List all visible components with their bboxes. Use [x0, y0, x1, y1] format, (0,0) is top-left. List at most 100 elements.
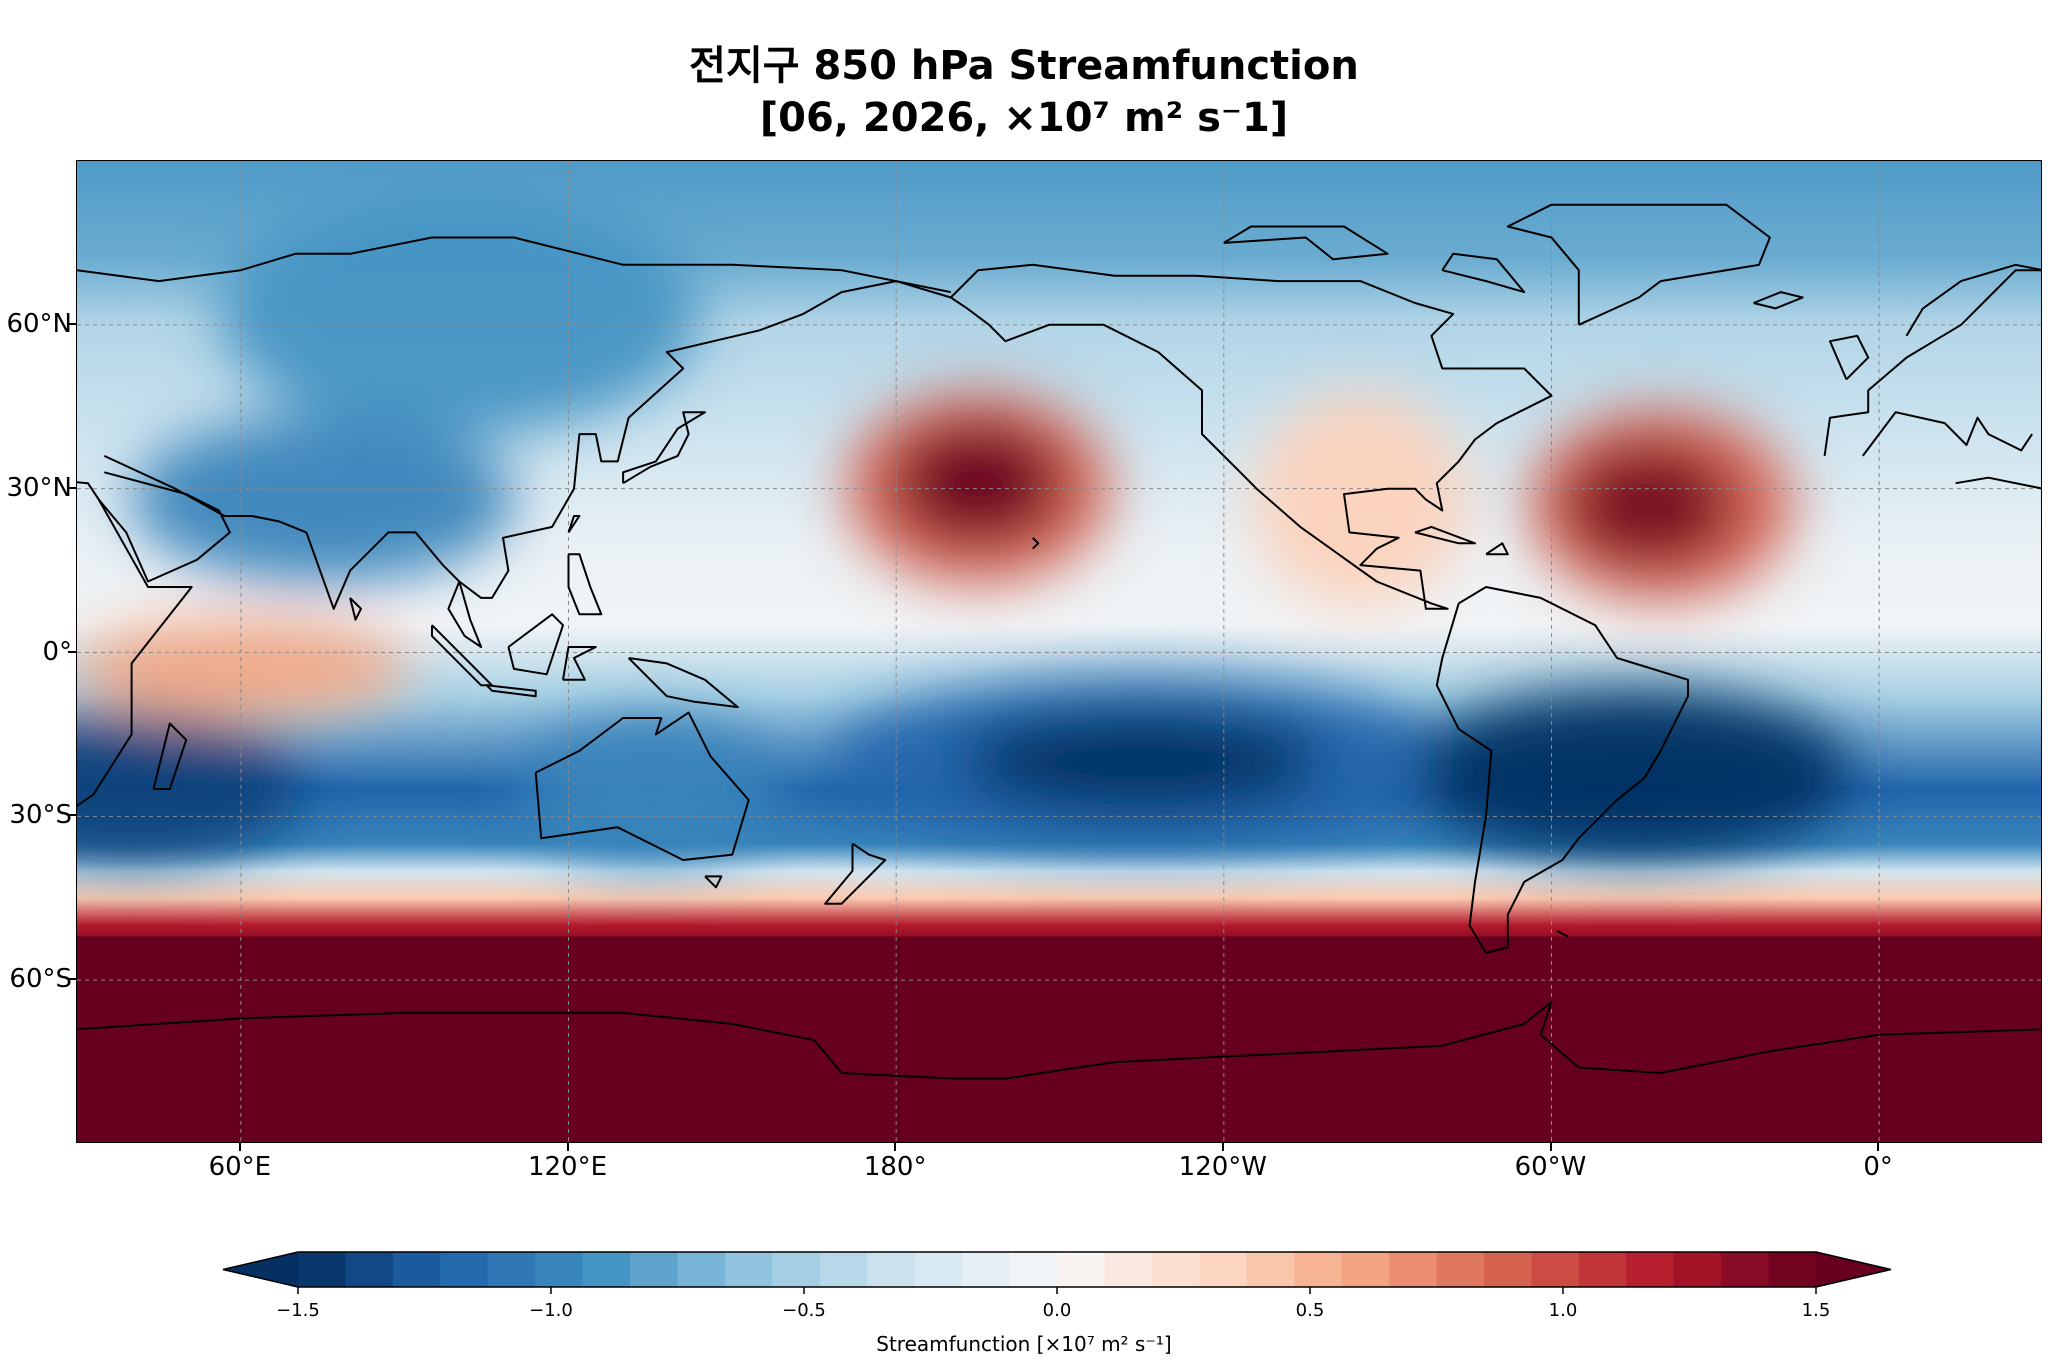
- colorbar-segment: [392, 1252, 441, 1287]
- coastline-hawaii: [1031, 537, 1040, 550]
- indian-ocean-high: [77, 620, 409, 717]
- lon-tick-label: 0°: [1863, 1152, 1893, 1182]
- south-pacific-low-core: [961, 713, 1323, 810]
- colorbar-segment: [1009, 1252, 1058, 1287]
- lon-tick-mark: [894, 1143, 897, 1151]
- title-line-1: 전지구 850 hPa Streamfunction: [689, 43, 1359, 89]
- lon-tick-label: 180°: [863, 1152, 927, 1182]
- colorbar-segment: [1104, 1252, 1153, 1287]
- lat-tick-label: 30°S: [9, 800, 72, 831]
- colorbar-segment: [724, 1252, 773, 1287]
- lon-tick-label: 120°E: [527, 1152, 608, 1182]
- coastline-japan: [622, 411, 706, 485]
- lon-tick-mark: [1549, 1143, 1552, 1151]
- north-pacific-high-core: [893, 423, 1063, 544]
- colorbar-segment: [1531, 1252, 1580, 1287]
- coastline-falklands: [1556, 930, 1569, 938]
- colorbar-segment: [582, 1252, 631, 1287]
- south-atlantic-low: [1417, 688, 1850, 857]
- coastline-europe-south: [1862, 411, 2033, 457]
- lat-tick-label: 60°S: [9, 964, 72, 995]
- colorbar-extend-low: [223, 1252, 298, 1287]
- coastline-iceland: [1753, 291, 1804, 310]
- antarctic-band: [77, 936, 2041, 1142]
- lon-tick-label: 60°W: [1514, 1152, 1587, 1182]
- coastline-java: [485, 684, 537, 698]
- colorbar-segment: [345, 1252, 394, 1287]
- coastline-tasmania: [704, 875, 723, 889]
- colorbar-segment: [630, 1252, 679, 1287]
- coastline-british-isles: [1829, 334, 1870, 381]
- colorbar-tick-label: 1.5: [1801, 1300, 1831, 1321]
- coastline-madagascar: [152, 722, 188, 790]
- coastline-west-africa-wrap: [1955, 476, 2041, 490]
- south-indian-low: [77, 716, 300, 862]
- colorbar-label: Streamfunction [×10⁷ m² s⁻¹]: [876, 1332, 1172, 1356]
- colorbar-segment: [1768, 1252, 1817, 1287]
- colorbar-segment: [1294, 1252, 1343, 1287]
- lon-tick-label: 60°E: [208, 1152, 272, 1182]
- lat-tick-label: 30°N: [6, 472, 72, 503]
- colorbar-segment: [487, 1252, 536, 1287]
- coastline-cuba: [1414, 525, 1476, 545]
- coastline-sumatra: [431, 624, 493, 687]
- colorbar-segment: [1057, 1252, 1106, 1287]
- colorbar-segment: [914, 1252, 963, 1287]
- colorbar-tick-label: 0.0: [1042, 1300, 1072, 1321]
- lat-tick-label: 60°N: [6, 308, 72, 339]
- coastline-greenland: [1506, 203, 1771, 326]
- title-line-2: [06, 2026, ×10⁷ m² s⁻1]: [759, 95, 1289, 141]
- colorbar-segment: [1199, 1252, 1248, 1287]
- coastline-australia: [534, 711, 750, 861]
- colorbar-segment: [677, 1252, 726, 1287]
- colorbar-segment: [1341, 1252, 1390, 1287]
- colorbar-segment: [962, 1252, 1011, 1287]
- coastline-philippines: [567, 553, 603, 616]
- colorbar-segment: [1151, 1252, 1200, 1287]
- coastline-sulawesi: [562, 646, 597, 681]
- chart-title: 전지구 850 hPa Streamfunction [06, 2026, ×1…: [0, 40, 2048, 144]
- colorbar-segment: [1436, 1252, 1485, 1287]
- coastline-hispaniola: [1485, 542, 1509, 556]
- lat-tick-mark: [68, 486, 76, 489]
- lon-tick-mark: [1877, 1143, 1880, 1151]
- coastline-new-zealand: [824, 842, 887, 905]
- colorbar-tick-label: 1.0: [1548, 1300, 1578, 1321]
- colorbar-segment: [298, 1252, 347, 1287]
- lat-tick-mark: [68, 814, 76, 817]
- colorbar-segment: [1721, 1252, 1770, 1287]
- coastlines: [77, 203, 2041, 1080]
- coastline-europe: [1823, 269, 2041, 457]
- lon-tick-mark: [566, 1143, 569, 1151]
- coastline-baffin: [1441, 252, 1526, 294]
- coastline-malay: [447, 581, 483, 648]
- lon-tick-label: 120°W: [1178, 1152, 1267, 1182]
- colorbar-segment: [1626, 1252, 1675, 1287]
- north-atlantic-high-core: [1565, 444, 1734, 566]
- map-plot: [77, 161, 2041, 1142]
- north-america-high: [1252, 391, 1469, 608]
- colorbar-segment: [772, 1252, 821, 1287]
- colorbar-segment: [1246, 1252, 1295, 1287]
- australian-low: [518, 716, 783, 862]
- lat-tick-label: 0°: [42, 636, 72, 667]
- field-anomalies: [77, 193, 1850, 862]
- lon-tick-mark: [1221, 1143, 1224, 1151]
- coastline-antarctica: [77, 1001, 2041, 1080]
- colorbar-extend-high: [1816, 1252, 1891, 1287]
- lon-tick-mark: [238, 1143, 241, 1151]
- colorbar-segment: [867, 1252, 916, 1287]
- colorbar-segment: [1578, 1252, 1627, 1287]
- lat-tick-mark: [68, 650, 76, 653]
- colorbar-segment: [1389, 1252, 1438, 1287]
- colorbar-segment: [1483, 1252, 1532, 1287]
- coastline-eurasia-south: [103, 280, 952, 610]
- lat-tick-mark: [68, 978, 76, 981]
- coastline-borneo: [507, 613, 564, 676]
- colorbar-tick-label: −1.0: [529, 1300, 573, 1321]
- coastline-africa: [77, 481, 193, 808]
- coastline-north-america: [950, 263, 1553, 610]
- coastline-eurasia-north: [77, 236, 951, 294]
- coastline-new-guinea: [627, 657, 739, 709]
